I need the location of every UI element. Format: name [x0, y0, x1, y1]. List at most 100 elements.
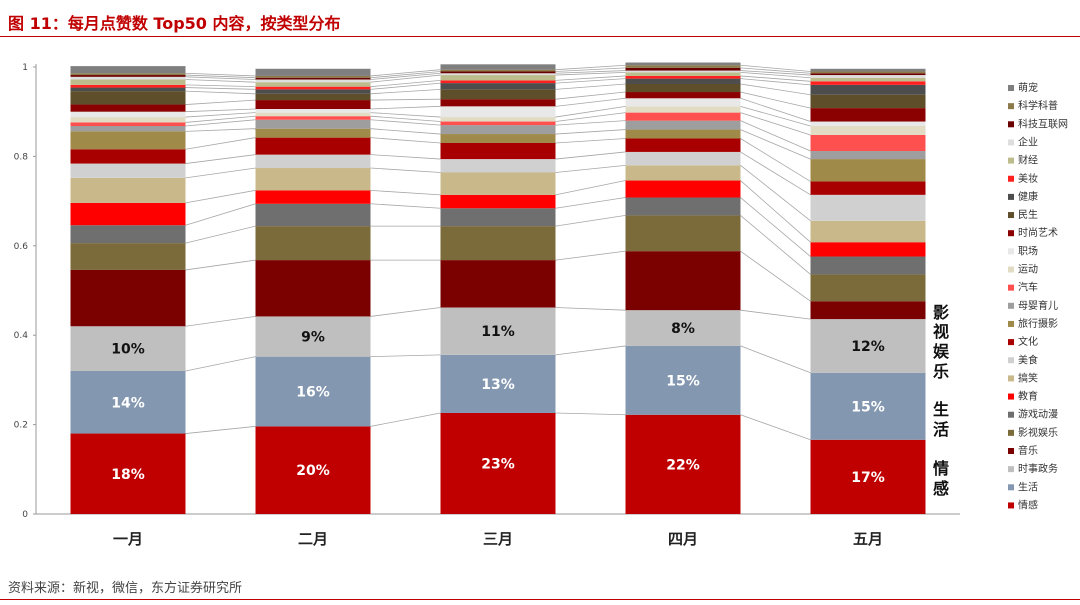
bar-segment	[255, 356, 371, 427]
connector-line	[740, 309, 811, 320]
bar-segment	[810, 94, 926, 109]
legend-swatch	[1008, 193, 1014, 200]
connector-line	[740, 83, 811, 96]
bar-segment	[440, 83, 556, 90]
bar-segment	[70, 117, 186, 123]
side-label-char: 视	[933, 322, 949, 341]
legend: 萌宠科学科普科技互联网企业财经美妆健康民生时尚艺术职场运动汽车母婴育儿旅行摄影文…	[1008, 81, 1068, 511]
connector-line	[555, 75, 626, 81]
title-bar: 图 11：每月点赞数 Top50 内容，按类型分布	[0, 0, 1080, 38]
x-category-label: 二月	[298, 530, 328, 548]
legend-swatch	[1008, 339, 1014, 346]
legend-swatch	[1008, 139, 1014, 146]
connector-line	[370, 307, 441, 317]
connector-line	[740, 71, 811, 79]
bar-segment	[625, 345, 741, 415]
x-category-label: 五月	[853, 530, 883, 548]
connector-line	[370, 167, 441, 173]
bar-segment	[810, 181, 926, 195]
connector-line	[185, 108, 256, 113]
bar-segment	[810, 73, 926, 76]
connector-line	[185, 84, 256, 88]
legend-swatch	[1008, 302, 1014, 309]
connector-line	[555, 129, 626, 135]
legend-swatch	[1008, 357, 1014, 364]
legend-label: 旅行摄影	[1018, 317, 1058, 330]
connector-line	[370, 154, 441, 160]
legend-swatch	[1008, 284, 1014, 291]
bar-segment	[810, 75, 926, 78]
connector-line	[185, 137, 256, 150]
bar-data-label: 20%	[296, 463, 330, 479]
bar-data-label: 18%	[111, 467, 145, 483]
bar-segment	[810, 274, 926, 302]
bar-segment	[70, 225, 186, 244]
bar-segment	[440, 99, 556, 107]
bar-segment	[810, 108, 926, 122]
connector-line	[370, 88, 441, 95]
connector-line	[370, 354, 441, 358]
bar-segment	[440, 75, 556, 81]
bar-data-label: 15%	[851, 399, 885, 415]
bar-segment	[625, 197, 741, 216]
bar-segment	[810, 71, 926, 74]
connector-line	[370, 69, 441, 77]
connector-line	[555, 70, 626, 74]
bar-segment	[625, 129, 741, 139]
bar-segment	[810, 319, 926, 373]
legend-label: 教育	[1018, 390, 1038, 403]
bar-data-label: 16%	[296, 385, 330, 401]
bar-data-label: 13%	[481, 377, 515, 393]
bar-segment	[440, 125, 556, 135]
bar-segment	[625, 310, 741, 346]
connector-line	[740, 215, 811, 275]
connector-line	[185, 119, 256, 127]
legend-label: 财经	[1018, 154, 1038, 167]
connector-line	[370, 119, 441, 126]
y-tick-label: 1	[22, 63, 28, 73]
bar-segment	[255, 79, 371, 83]
y-tick-label: 0	[22, 510, 28, 520]
bar-segment	[255, 260, 371, 317]
bar-segment	[255, 93, 371, 101]
bar-segment	[70, 326, 186, 371]
legend-label: 职场	[1018, 244, 1038, 257]
connector-line	[555, 345, 626, 356]
bar-data-label: 17%	[851, 470, 885, 486]
connector-line	[185, 203, 256, 226]
connector-line	[185, 425, 256, 434]
side-label-char: 娱	[933, 342, 950, 361]
connector-line	[740, 414, 811, 441]
legend-swatch	[1008, 103, 1014, 110]
legend-swatch	[1008, 320, 1014, 327]
bar-segment	[810, 159, 926, 182]
source-note: 资料来源：新视，微信，东方证券研究所	[8, 581, 243, 596]
bar-segment	[70, 79, 186, 85]
connector-line	[555, 105, 626, 118]
bar-segment	[440, 159, 556, 173]
connector-line	[555, 412, 626, 416]
bar-segment	[255, 154, 371, 169]
connector-line	[740, 250, 811, 302]
legend-label: 运动	[1018, 264, 1038, 276]
bar-segment	[255, 168, 371, 191]
bar-data-label: 14%	[111, 395, 145, 411]
connector-line	[555, 164, 626, 173]
connector-line	[555, 215, 626, 227]
bar-segment	[255, 426, 371, 514]
bar-segment	[810, 256, 926, 275]
connector-line	[370, 112, 441, 118]
legend-swatch	[1008, 121, 1014, 128]
bar-segment	[255, 226, 371, 261]
connector-lines	[185, 64, 811, 441]
bar-segment	[625, 72, 741, 76]
legend-swatch	[1008, 393, 1014, 400]
connector-line	[740, 97, 811, 122]
legend-label: 母婴育儿	[1018, 299, 1058, 312]
legend-label: 健康	[1018, 190, 1038, 203]
bar-segment	[810, 151, 926, 160]
connector-line	[370, 80, 441, 88]
legend-swatch	[1008, 429, 1014, 436]
legend-label: 情感	[1018, 498, 1038, 511]
